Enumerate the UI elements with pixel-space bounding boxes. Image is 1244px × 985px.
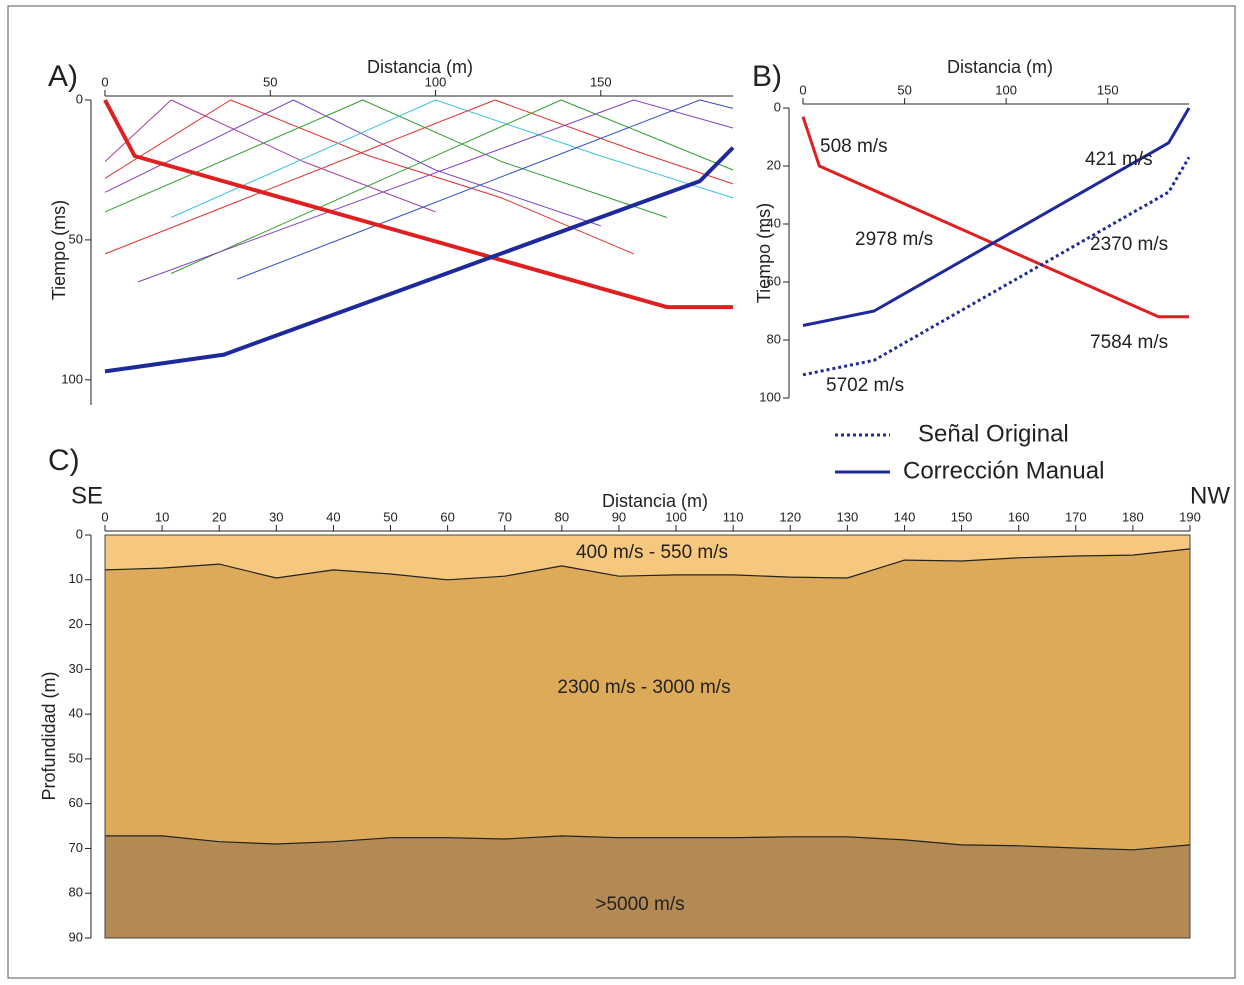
x-tick-label: 100 — [995, 82, 1017, 97]
x-tick-label: 150 — [1097, 82, 1119, 97]
series-line — [104, 99, 601, 227]
y-axis-title: Tiempo (ms) — [49, 200, 69, 300]
layer-boundary — [105, 835, 1191, 851]
layer-label: 400 m/s - 550 m/s — [576, 542, 728, 563]
x-tick-label: 170 — [1065, 509, 1087, 524]
layer-label: >5000 m/s — [595, 894, 684, 915]
y-tick-label: 40 — [767, 215, 781, 230]
x-tick-label: 90 — [612, 509, 626, 524]
series-line — [104, 99, 436, 213]
y-tick-label: 100 — [759, 389, 781, 404]
x-tick-label: 130 — [837, 509, 859, 524]
series-line — [104, 146, 735, 374]
y-axis-title: Profundidad (m) — [39, 671, 59, 800]
series-line — [801, 116, 1189, 319]
series-line — [170, 99, 734, 274]
layer-fill — [105, 835, 1190, 938]
x-tick-label: 180 — [1122, 509, 1144, 524]
series-line — [104, 99, 668, 218]
y-tick-label: 80 — [767, 331, 781, 346]
legend-label: Corrección Manual — [903, 457, 1104, 484]
y-tick-label: 0 — [76, 526, 83, 541]
annotation: 508 m/s — [820, 136, 888, 157]
y-tick-label: 30 — [69, 661, 83, 676]
x-tick-label: 150 — [590, 74, 612, 89]
x-tick-label: 110 — [723, 509, 744, 524]
y-tick-label: 10 — [69, 571, 83, 586]
x-tick-label: 150 — [951, 509, 973, 524]
x-tick-label: 20 — [212, 509, 226, 524]
y-axis-title: Tiempo (ms) — [754, 203, 774, 303]
series-line — [802, 107, 1191, 327]
series-line — [103, 99, 733, 310]
annotation: 2978 m/s — [855, 229, 933, 250]
x-tick-label: 140 — [894, 509, 916, 524]
y-tick-label: 90 — [69, 929, 83, 944]
x-axis-title: Distancia (m) — [367, 57, 473, 77]
annotation: 2370 m/s — [1090, 234, 1168, 255]
x-tick-label: 30 — [269, 509, 283, 524]
layer-boundary — [104, 548, 1191, 581]
series-line — [802, 156, 1191, 377]
y-tick-label: 0 — [76, 91, 83, 106]
x-tick-label: 100 — [665, 509, 687, 524]
layer-fill — [105, 548, 1190, 850]
x-tick-label: 160 — [1008, 509, 1030, 524]
y-tick-label: 100 — [61, 371, 83, 386]
y-tick-label: 80 — [69, 885, 83, 900]
x-tick-label: 80 — [555, 509, 569, 524]
y-tick-label: 20 — [767, 157, 781, 172]
layer-fill — [105, 535, 1190, 580]
panel-label: A) — [48, 60, 78, 93]
y-tick-label: 50 — [69, 750, 83, 765]
series-line — [104, 99, 634, 255]
y-tick-label: 70 — [69, 840, 83, 855]
x-tick-label: 100 — [425, 74, 447, 89]
series-line — [137, 99, 734, 283]
annotation: 5702 m/s — [826, 375, 904, 396]
y-tick-label: 60 — [767, 273, 781, 288]
side-label: SE — [71, 482, 103, 509]
annotation: 421 m/s — [1085, 149, 1153, 170]
x-tick-label: 10 — [155, 509, 169, 524]
x-tick-label: 120 — [779, 509, 801, 524]
y-tick-label: 40 — [69, 706, 83, 721]
panel-label: C) — [48, 444, 80, 477]
side-label: NW — [1190, 482, 1230, 509]
x-tick-label: 50 — [897, 82, 911, 97]
panel-label: B) — [752, 60, 782, 93]
x-axis-title: Distancia (m) — [602, 491, 708, 511]
series-line — [237, 99, 734, 280]
x-tick-label: 190 — [1179, 509, 1201, 524]
y-tick-label: 50 — [69, 231, 83, 246]
x-tick-label: 60 — [440, 509, 454, 524]
series-line — [170, 99, 734, 218]
y-tick-label: 60 — [69, 795, 83, 810]
x-tick-label: 0 — [101, 509, 108, 524]
plot-border — [104, 534, 1191, 939]
x-tick-label: 70 — [498, 509, 512, 524]
x-tick-label: 40 — [326, 509, 340, 524]
x-axis-title: Distancia (m) — [947, 57, 1053, 77]
x-tick-label: 0 — [101, 74, 108, 89]
y-tick-label: 0 — [774, 99, 781, 114]
layer-label: 2300 m/s - 3000 m/s — [557, 677, 730, 698]
annotation: 7584 m/s — [1090, 332, 1168, 353]
x-tick-label: 50 — [383, 509, 397, 524]
y-tick-label: 20 — [69, 616, 83, 631]
legend-label: Señal Original — [918, 420, 1069, 447]
x-tick-label: 50 — [263, 74, 277, 89]
x-tick-label: 0 — [799, 82, 806, 97]
